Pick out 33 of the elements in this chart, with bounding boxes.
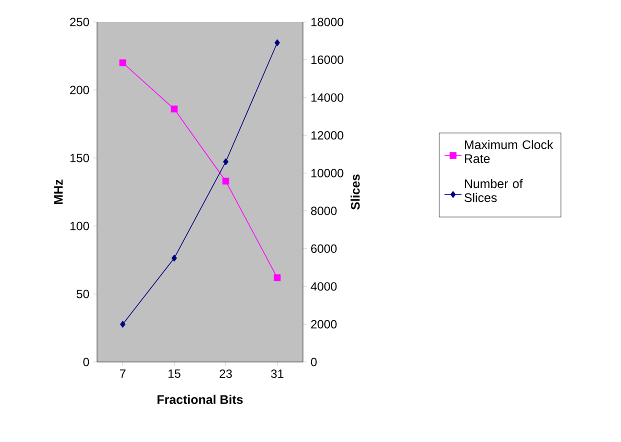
y2-tick-label: 8000 <box>311 206 337 216</box>
point <box>223 158 228 166</box>
point <box>170 106 178 112</box>
y-tick-label: 50 <box>76 290 90 298</box>
y-tick-label: 250 <box>70 18 90 26</box>
legend-label: Number of Slices <box>464 178 523 202</box>
y2-tick-label: 0 <box>310 358 317 366</box>
point <box>119 59 126 66</box>
y-tick-label: 150 <box>70 154 90 162</box>
y2-tick-label: 14000 <box>311 93 344 102</box>
point <box>120 320 126 328</box>
y-axis-title: MHz <box>54 180 63 204</box>
y-tick-label: 200 <box>70 86 90 94</box>
y2-tick-label: 16000 <box>311 56 344 64</box>
x-tick-label: 15 <box>168 370 180 378</box>
y-tick-label: 100 <box>70 222 90 230</box>
point <box>274 39 280 46</box>
y2-tick-label: 10000 <box>311 168 344 178</box>
y2-tick-label: 18000 <box>311 18 344 26</box>
x-axis-title: Fractional Bits <box>158 394 243 404</box>
y2-tick-label: 12000 <box>311 131 344 140</box>
point <box>172 254 177 262</box>
point <box>274 274 281 282</box>
y2-axis-title: Slices <box>350 174 360 210</box>
x-tick-label: 7 <box>120 370 126 378</box>
y2-tick-label: 6000 <box>311 244 337 253</box>
point <box>222 178 230 185</box>
legend-label: Maximum Clock Rate <box>464 140 554 164</box>
x-tick-label: 23 <box>220 370 232 378</box>
x-tick-label: 31 <box>271 370 284 378</box>
y2-tick-label: 4000 <box>310 282 337 291</box>
y2-tick-label: 2000 <box>311 320 337 328</box>
y-tick-label: 0 <box>83 358 90 366</box>
